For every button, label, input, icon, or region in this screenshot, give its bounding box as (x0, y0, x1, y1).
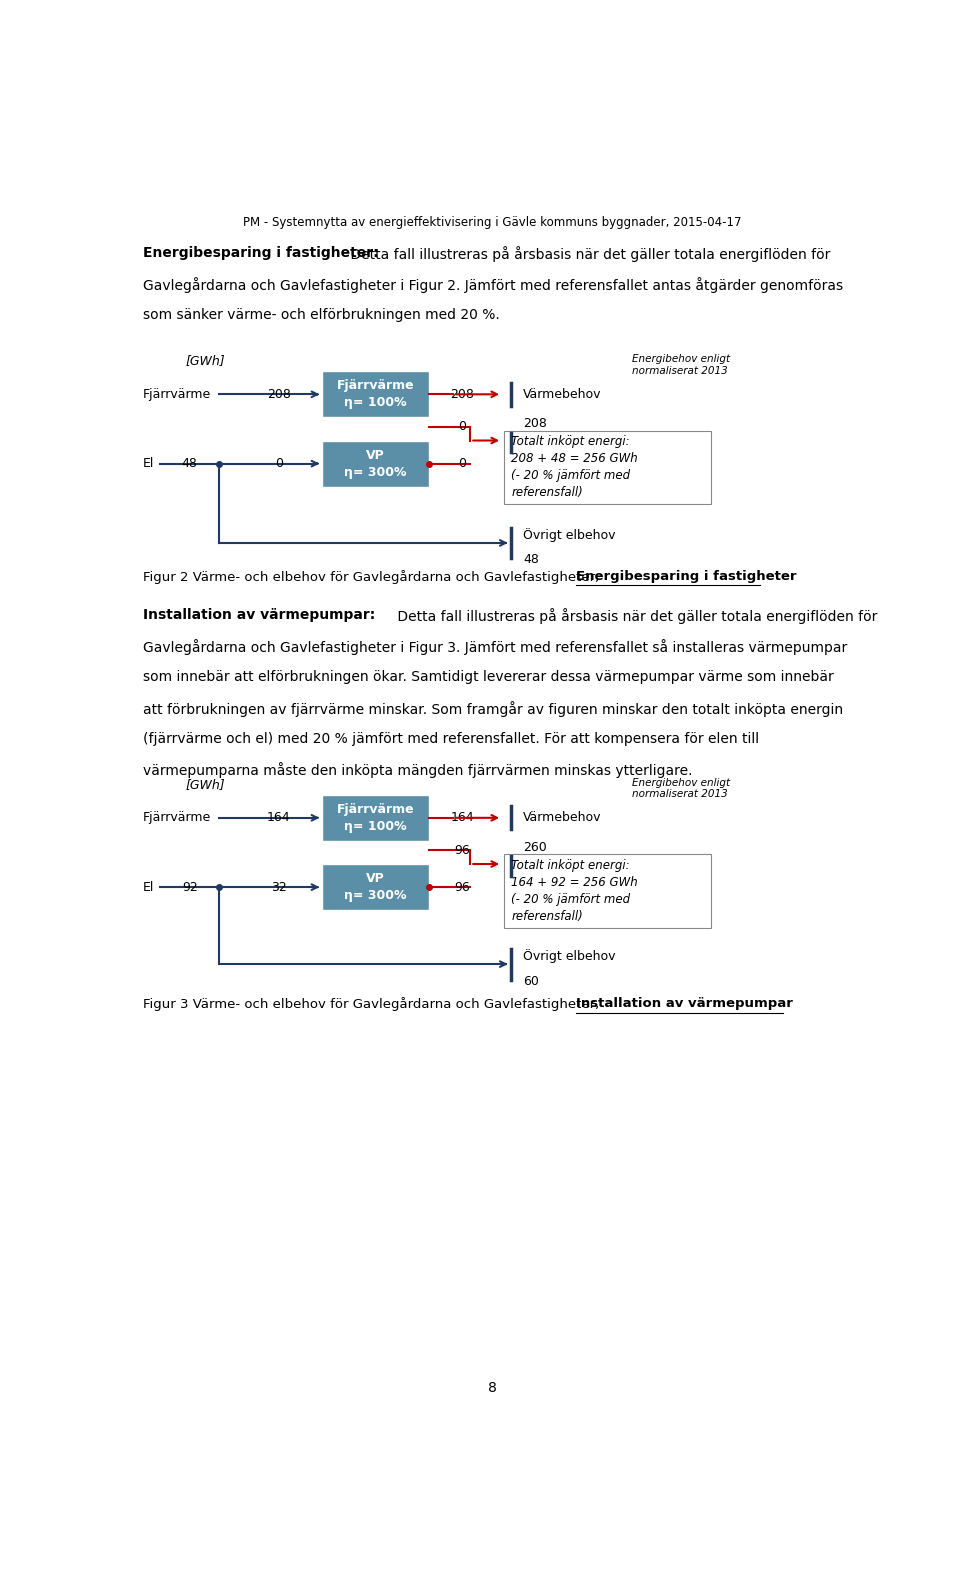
FancyBboxPatch shape (323, 371, 429, 417)
Text: Övrigt elbehov: Övrigt elbehov (523, 949, 615, 963)
Text: att förbrukningen av fjärrvärme minskar. Som framgår av figuren minskar den tota: att förbrukningen av fjärrvärme minskar.… (143, 700, 844, 716)
Text: 0: 0 (459, 457, 467, 470)
Text: Fjärrvärme
η= 100%: Fjärrvärme η= 100% (337, 379, 415, 409)
FancyBboxPatch shape (323, 794, 429, 841)
Text: 48: 48 (181, 457, 198, 470)
Text: Energibehov enligt
normaliserat 2013: Energibehov enligt normaliserat 2013 (632, 355, 730, 376)
Text: 208: 208 (267, 388, 291, 401)
Text: 208: 208 (450, 388, 474, 401)
Text: Totalt inköpt energi:
208 + 48 = 256 GWh
(- 20 % jämfört med
referensfall): Totalt inköpt energi: 208 + 48 = 256 GWh… (512, 436, 638, 500)
Text: Installation av värmepumpar: Installation av värmepumpar (576, 997, 793, 1011)
Text: Figur 3 Värme- och elbehov för Gavlegårdarna och Gavlefastigheter,: Figur 3 Värme- och elbehov för Gavlegård… (143, 997, 604, 1011)
Text: Detta fall illustreras på årsbasis när det gäller totala energiflöden för: Detta fall illustreras på årsbasis när d… (393, 608, 877, 624)
Text: VP
η= 300%: VP η= 300% (345, 872, 407, 903)
Text: PM - Systemnytta av energieffektivisering i Gävle kommuns byggnader, 2015-04-17: PM - Systemnytta av energieffektiviserin… (243, 215, 741, 229)
Text: Gavlegårdarna och Gavlefastigheter i Figur 3. Jämfört med referensfallet så inst: Gavlegårdarna och Gavlefastigheter i Fig… (143, 638, 848, 656)
Text: [GWh]: [GWh] (186, 355, 226, 368)
Text: Fjärrvärme
η= 100%: Fjärrvärme η= 100% (337, 802, 415, 833)
Text: 60: 60 (523, 974, 539, 987)
Text: Övrigt elbehov: Övrigt elbehov (523, 529, 615, 543)
Text: [GWh]: [GWh] (186, 778, 226, 791)
Text: VP
η= 300%: VP η= 300% (345, 449, 407, 479)
Text: Installation av värmepumpar:: Installation av värmepumpar: (143, 608, 375, 622)
Text: 260: 260 (523, 841, 547, 853)
Text: 96: 96 (455, 844, 470, 856)
Text: Energibesparing i fastigheter: Energibesparing i fastigheter (576, 570, 796, 583)
Text: 164: 164 (451, 812, 474, 825)
Text: Energibesparing i fastigheter:: Energibesparing i fastigheter: (143, 247, 379, 261)
Text: Värmebehov: Värmebehov (523, 388, 602, 401)
Text: 8: 8 (488, 1382, 496, 1395)
Text: Fjärrvärme: Fjärrvärme (143, 388, 211, 401)
Text: värmepumparna måste den inköpta mängden fjärrvärmen minskas ytterligare.: värmepumparna måste den inköpta mängden … (143, 763, 693, 778)
Text: som sänker värme- och elförbrukningen med 20 %.: som sänker värme- och elförbrukningen me… (143, 309, 500, 322)
FancyBboxPatch shape (323, 864, 429, 911)
Text: 208: 208 (523, 417, 547, 430)
Text: El: El (143, 880, 155, 893)
Text: som innebär att elförbrukningen ökar. Samtidigt levererar dessa värmepumpar värm: som innebär att elförbrukningen ökar. Sa… (143, 670, 834, 685)
Text: 164: 164 (267, 812, 291, 825)
Text: 0: 0 (275, 457, 283, 470)
FancyBboxPatch shape (504, 855, 711, 928)
Text: Energibehov enligt
normaliserat 2013: Energibehov enligt normaliserat 2013 (632, 778, 730, 799)
Text: 96: 96 (455, 880, 470, 893)
Text: (fjärrvärme och el) med 20 % jämfört med referensfallet. För att kompensera för : (fjärrvärme och el) med 20 % jämfört med… (143, 732, 759, 745)
Text: Figur 2 Värme- och elbehov för Gavlegårdarna och Gavlefastigheter,: Figur 2 Värme- och elbehov för Gavlegård… (143, 570, 604, 584)
FancyBboxPatch shape (504, 431, 711, 505)
Text: Fjärrvärme: Fjärrvärme (143, 812, 211, 825)
Text: El: El (143, 457, 155, 470)
Text: Gavlegårdarna och Gavlefastigheter i Figur 2. Jämfört med referensfallet antas å: Gavlegårdarna och Gavlefastigheter i Fig… (143, 277, 844, 293)
Text: 48: 48 (523, 554, 539, 567)
Text: Totalt inköpt energi:
164 + 92 = 256 GWh
(- 20 % jämfört med
referensfall): Totalt inköpt energi: 164 + 92 = 256 GWh… (512, 860, 638, 923)
FancyBboxPatch shape (323, 441, 429, 487)
Text: Värmebehov: Värmebehov (523, 812, 602, 825)
Text: Detta fall illustreras på årsbasis när det gäller totala energiflöden för: Detta fall illustreras på årsbasis när d… (347, 247, 830, 263)
Text: 32: 32 (271, 880, 287, 893)
Text: 92: 92 (181, 880, 198, 893)
Text: 0: 0 (459, 420, 467, 433)
